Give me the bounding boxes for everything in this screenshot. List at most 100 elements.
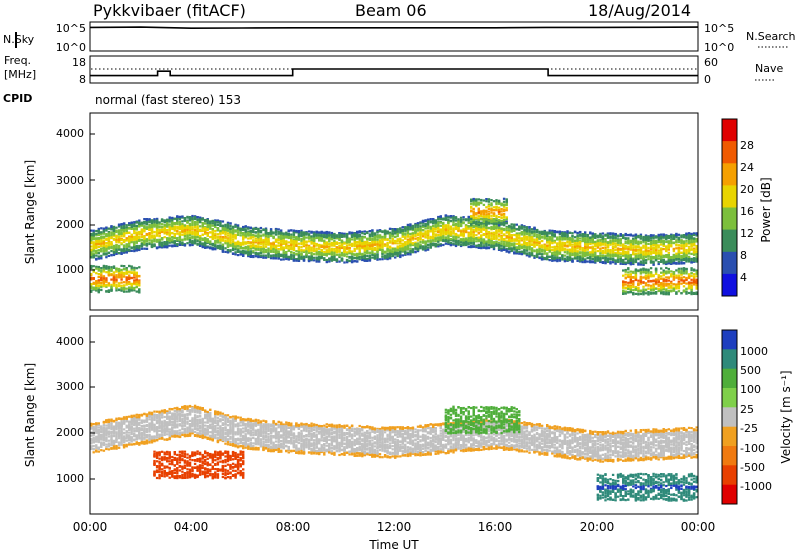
heatmap-cell bbox=[221, 243, 225, 246]
cpid-label: CPID bbox=[3, 92, 32, 105]
heatmap-cell bbox=[338, 235, 341, 238]
heatmap-cell bbox=[302, 243, 306, 246]
heatmap-cell bbox=[138, 239, 141, 242]
heatmap-cell bbox=[145, 244, 149, 247]
heatmap-cell bbox=[257, 247, 260, 250]
heatmap-cell bbox=[518, 252, 521, 255]
heatmap-cell bbox=[470, 246, 473, 249]
heatmap-cell bbox=[371, 256, 374, 259]
heatmap-cell bbox=[295, 240, 298, 243]
heatmap-cell bbox=[272, 257, 275, 260]
heatmap-cell bbox=[566, 250, 569, 253]
heatmap-cell bbox=[198, 234, 202, 238]
heatmap-cell bbox=[282, 242, 285, 245]
heatmap-cell bbox=[500, 227, 503, 230]
heatmap-cell bbox=[482, 239, 486, 242]
heatmap-cell bbox=[525, 237, 529, 240]
heatmap-cell bbox=[338, 242, 341, 245]
heatmap-cell bbox=[548, 231, 551, 234]
heatmap-cell bbox=[480, 226, 483, 229]
heatmap-cell bbox=[320, 233, 323, 236]
heatmap-cell bbox=[214, 237, 217, 240]
heatmap-cell bbox=[186, 235, 189, 238]
heatmap-cell bbox=[166, 244, 169, 247]
heatmap-cell bbox=[414, 246, 417, 249]
heatmap-cell bbox=[302, 235, 306, 239]
heatmap-cell bbox=[452, 221, 455, 224]
heatmap-cell bbox=[155, 220, 159, 223]
heatmap-cell bbox=[193, 231, 197, 234]
heatmap-cell bbox=[467, 218, 470, 221]
heatmap-cell bbox=[211, 222, 214, 225]
heatmap-cell bbox=[464, 241, 468, 245]
heatmap-cell bbox=[307, 250, 311, 253]
heatmap-cell bbox=[535, 235, 539, 238]
heatmap-cell bbox=[530, 228, 534, 231]
heatmap-cell bbox=[264, 256, 268, 259]
heatmap-cell bbox=[274, 254, 278, 257]
heatmap-cell bbox=[376, 247, 379, 250]
heatmap-cell bbox=[477, 240, 480, 243]
heatmap-cell bbox=[475, 230, 478, 233]
heatmap-cell bbox=[510, 249, 513, 252]
heatmap-cell bbox=[277, 255, 280, 258]
heatmap-cell bbox=[414, 234, 417, 238]
heatmap-cell bbox=[310, 256, 313, 259]
heatmap-cell bbox=[348, 250, 351, 253]
heatmap-cell bbox=[356, 230, 359, 233]
heatmap-cell bbox=[391, 235, 394, 238]
heatmap-cell bbox=[376, 234, 379, 238]
heatmap-cell bbox=[416, 222, 420, 225]
heatmap-cell bbox=[302, 237, 306, 240]
heatmap-cell bbox=[188, 230, 192, 233]
heatmap-cell bbox=[211, 224, 214, 227]
heatmap-cell bbox=[426, 218, 430, 221]
heatmap-cell bbox=[193, 233, 197, 236]
heatmap-cell bbox=[452, 227, 455, 230]
heatmap-cell bbox=[221, 245, 225, 248]
heatmap-cell bbox=[391, 230, 394, 233]
heatmap-cell bbox=[568, 231, 572, 234]
heatmap-cell bbox=[383, 237, 387, 240]
heatmap-cell bbox=[447, 225, 450, 229]
heatmap-cell bbox=[477, 237, 480, 240]
heatmap-cell bbox=[269, 228, 273, 231]
heatmap-cell bbox=[211, 234, 214, 237]
heatmap-cell bbox=[439, 231, 442, 234]
heatmap-cell bbox=[307, 251, 311, 254]
heatmap-cell bbox=[312, 231, 316, 234]
heatmap-cell bbox=[457, 243, 460, 246]
heatmap-cell bbox=[525, 232, 529, 235]
heatmap-cell bbox=[454, 233, 458, 236]
heatmap-cell bbox=[216, 233, 220, 236]
heatmap-cell bbox=[128, 231, 131, 234]
heatmap-cell bbox=[239, 241, 242, 245]
heatmap-cell bbox=[178, 231, 182, 234]
heatmap-cell bbox=[353, 245, 356, 248]
heatmap-cell bbox=[183, 232, 187, 235]
heatmap-cell bbox=[300, 241, 303, 244]
heatmap-cell bbox=[508, 231, 511, 234]
heatmap-cell bbox=[510, 223, 513, 226]
heatmap-cell bbox=[470, 230, 473, 233]
power-heatmap bbox=[90, 197, 698, 296]
heatmap-cell bbox=[406, 253, 410, 256]
heatmap-cell bbox=[155, 240, 159, 243]
heatmap-cell bbox=[274, 240, 278, 243]
heatmap-cell bbox=[305, 254, 308, 257]
heatmap-cell bbox=[449, 238, 453, 241]
heatmap-cell bbox=[356, 243, 359, 247]
heatmap-cell bbox=[399, 246, 402, 249]
heatmap-cell bbox=[206, 228, 209, 231]
heatmap-cell bbox=[472, 233, 475, 236]
heatmap-cell bbox=[290, 251, 293, 254]
heatmap-cell bbox=[366, 249, 369, 253]
heatmap-cell bbox=[206, 240, 209, 243]
heatmap-cell bbox=[533, 230, 536, 233]
heatmap-cell bbox=[120, 232, 123, 235]
heatmap-cell bbox=[130, 222, 133, 226]
heatmap-cell bbox=[259, 234, 263, 237]
heatmap-cell bbox=[563, 254, 567, 257]
heatmap-cell bbox=[97, 231, 100, 234]
heatmap-cell bbox=[502, 245, 506, 248]
